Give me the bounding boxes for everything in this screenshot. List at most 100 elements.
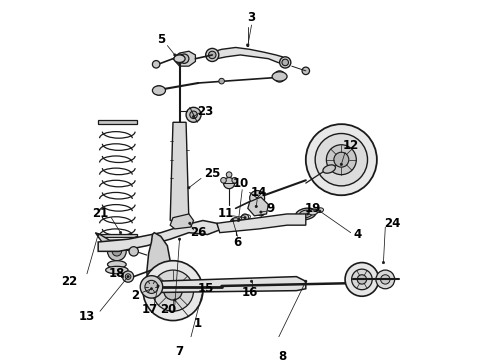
Circle shape xyxy=(334,152,349,167)
Text: 11: 11 xyxy=(218,207,234,220)
Polygon shape xyxy=(154,276,306,293)
Circle shape xyxy=(179,54,189,63)
Circle shape xyxy=(250,190,265,206)
Polygon shape xyxy=(170,214,194,229)
Circle shape xyxy=(143,261,203,320)
Circle shape xyxy=(307,213,309,215)
Circle shape xyxy=(125,274,131,279)
Circle shape xyxy=(260,211,262,213)
Circle shape xyxy=(315,134,368,186)
Circle shape xyxy=(122,271,134,282)
Circle shape xyxy=(186,107,201,122)
Circle shape xyxy=(340,163,343,166)
Text: 20: 20 xyxy=(160,303,176,316)
Text: 6: 6 xyxy=(233,235,242,248)
Text: 12: 12 xyxy=(343,139,359,152)
Polygon shape xyxy=(98,220,220,251)
Circle shape xyxy=(382,261,385,264)
Text: 19: 19 xyxy=(305,202,321,215)
Circle shape xyxy=(256,207,266,216)
Circle shape xyxy=(97,233,99,236)
Circle shape xyxy=(326,145,356,175)
Circle shape xyxy=(152,270,194,311)
Circle shape xyxy=(120,231,122,234)
Circle shape xyxy=(129,247,138,256)
Circle shape xyxy=(190,111,197,118)
Circle shape xyxy=(381,275,390,284)
Circle shape xyxy=(282,59,289,66)
Ellipse shape xyxy=(316,208,323,213)
Text: 21: 21 xyxy=(92,207,108,220)
Circle shape xyxy=(188,186,190,189)
Circle shape xyxy=(220,177,226,183)
Circle shape xyxy=(241,214,249,221)
Circle shape xyxy=(232,219,234,222)
Polygon shape xyxy=(212,48,287,64)
Circle shape xyxy=(193,116,195,118)
Polygon shape xyxy=(248,197,269,216)
Text: 10: 10 xyxy=(232,176,248,190)
Circle shape xyxy=(140,276,163,298)
Text: 7: 7 xyxy=(175,345,184,358)
Ellipse shape xyxy=(152,86,166,95)
Circle shape xyxy=(233,220,239,226)
Circle shape xyxy=(220,286,223,288)
Text: 18: 18 xyxy=(109,267,125,280)
Text: 23: 23 xyxy=(197,104,214,118)
Circle shape xyxy=(150,288,152,290)
Circle shape xyxy=(306,124,377,195)
Text: 1: 1 xyxy=(194,317,202,330)
Circle shape xyxy=(223,177,235,189)
Circle shape xyxy=(174,299,176,301)
Circle shape xyxy=(127,275,129,278)
Circle shape xyxy=(157,285,159,287)
Ellipse shape xyxy=(295,208,316,220)
Circle shape xyxy=(244,217,246,219)
Ellipse shape xyxy=(106,266,128,274)
Circle shape xyxy=(345,262,379,296)
Text: 26: 26 xyxy=(190,226,206,239)
Circle shape xyxy=(209,51,216,59)
Circle shape xyxy=(318,210,321,212)
Text: 24: 24 xyxy=(384,217,400,230)
Circle shape xyxy=(112,247,122,256)
Circle shape xyxy=(154,86,164,95)
Circle shape xyxy=(178,238,181,240)
Circle shape xyxy=(164,281,182,300)
Text: 14: 14 xyxy=(251,186,267,199)
Circle shape xyxy=(226,172,232,177)
Text: 22: 22 xyxy=(61,275,77,288)
Text: 5: 5 xyxy=(157,33,165,46)
Ellipse shape xyxy=(107,261,126,268)
Text: 9: 9 xyxy=(266,202,274,215)
Circle shape xyxy=(219,78,224,84)
Circle shape xyxy=(202,289,204,292)
Text: 16: 16 xyxy=(242,286,258,299)
Circle shape xyxy=(274,71,285,82)
Ellipse shape xyxy=(299,210,312,218)
Circle shape xyxy=(305,280,307,282)
Ellipse shape xyxy=(174,55,185,62)
Circle shape xyxy=(250,280,253,282)
Circle shape xyxy=(175,54,184,63)
Circle shape xyxy=(352,269,372,290)
Text: 8: 8 xyxy=(278,350,287,360)
Polygon shape xyxy=(170,122,189,220)
Polygon shape xyxy=(98,120,137,124)
Circle shape xyxy=(107,242,126,261)
Text: 25: 25 xyxy=(204,167,221,180)
Polygon shape xyxy=(217,214,306,233)
Circle shape xyxy=(237,219,240,222)
Text: 17: 17 xyxy=(142,303,158,316)
Circle shape xyxy=(376,270,394,289)
Circle shape xyxy=(206,48,219,62)
Polygon shape xyxy=(96,233,142,251)
Circle shape xyxy=(357,275,367,284)
Circle shape xyxy=(255,205,257,208)
Text: 3: 3 xyxy=(247,11,256,24)
Circle shape xyxy=(230,218,241,229)
Polygon shape xyxy=(173,51,196,66)
Circle shape xyxy=(122,275,123,278)
Circle shape xyxy=(152,60,160,68)
Circle shape xyxy=(145,280,158,293)
